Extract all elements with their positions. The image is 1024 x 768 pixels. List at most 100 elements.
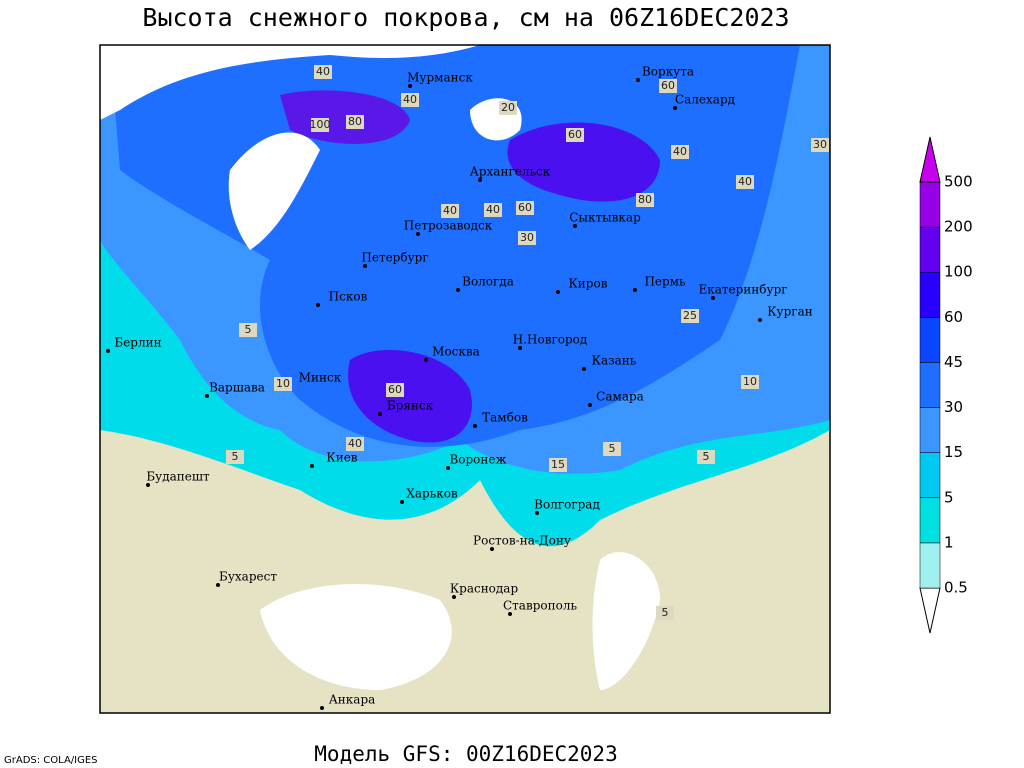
- city-label: Волгоград: [534, 498, 600, 512]
- legend-band: [919, 542, 941, 589]
- contour-label: 5: [609, 442, 616, 455]
- labels: Мурманск Воркута Салехард Архангельск Петроз…: [106, 65, 829, 710]
- city-label: Петрозаводск: [404, 219, 493, 233]
- city-label: Анкара: [329, 693, 376, 707]
- city-label: Псков: [329, 290, 368, 304]
- legend-triangle: [919, 587, 941, 634]
- city-label: Сыктывкар: [569, 211, 641, 225]
- contour-label: 40: [348, 437, 362, 450]
- contour-label: 40: [316, 65, 330, 78]
- city-dot: [490, 547, 494, 551]
- contour-label-box: [441, 204, 459, 218]
- legend-triangle: [919, 136, 941, 183]
- legend-level: 45: [944, 353, 963, 371]
- contour-label-box: [314, 65, 332, 79]
- city-dot: [758, 318, 762, 322]
- city-label: Екатеринбург: [698, 283, 787, 297]
- legend-band: [919, 317, 941, 363]
- contour-label: 60: [518, 201, 532, 214]
- city-label: Петербург: [361, 251, 428, 265]
- city-dot: [588, 403, 592, 407]
- contour-label-box: [346, 437, 364, 451]
- contour-label: 25: [683, 309, 697, 322]
- contour-label-box: [741, 375, 759, 389]
- city-label: Москва: [432, 345, 480, 359]
- city-label: Пермь: [644, 275, 686, 289]
- contour-label: 40: [486, 203, 500, 216]
- contour-label-box: [811, 138, 829, 152]
- contour-label: 5: [662, 606, 669, 619]
- contour-label-box: [386, 383, 404, 397]
- city-label: Тамбов: [482, 411, 528, 425]
- city-label: Ростов-на-Дону: [473, 534, 571, 548]
- map-frame: [99, 44, 831, 714]
- contour-label: 30: [520, 231, 534, 244]
- city-dot: [478, 178, 482, 182]
- contour-label-box: [549, 458, 567, 472]
- contour-label-box: [659, 79, 677, 93]
- contour-label-box: [697, 450, 715, 464]
- legend-level: 60: [944, 308, 963, 326]
- contour-label-box: [566, 128, 584, 142]
- contour-label-box: [274, 377, 292, 391]
- city-label: Варшава: [209, 381, 265, 395]
- contour-label: 5: [245, 323, 252, 336]
- city-dot: [673, 106, 677, 110]
- contour-label-box: [401, 93, 419, 107]
- contour-label-box: [311, 118, 329, 132]
- city-label: Бухарест: [219, 570, 277, 584]
- city-label: Архангельск: [470, 165, 551, 179]
- city-dot: [205, 394, 209, 398]
- contour-label-box: [681, 309, 699, 323]
- city-label: Ставрополь: [503, 599, 577, 613]
- contour-label: 20: [501, 101, 515, 114]
- city-dot: [320, 706, 324, 710]
- legend-band: [919, 226, 941, 273]
- city-dot: [424, 358, 428, 362]
- city-label: Харьков: [406, 487, 458, 501]
- legend-band: [919, 362, 941, 408]
- city-label: Киев: [326, 451, 357, 465]
- city-label: Вологда: [462, 275, 514, 289]
- city-label: Казань: [592, 354, 637, 368]
- city-dot: [582, 367, 586, 371]
- legend-band: [919, 407, 941, 453]
- contour-label-box: [603, 442, 621, 456]
- city-dot: [446, 466, 450, 470]
- snow-very-deep: [348, 350, 472, 443]
- ocean: [100, 45, 480, 120]
- contour-label-box: [239, 323, 257, 337]
- contour-label: 40: [673, 145, 687, 158]
- contour-label: 80: [638, 193, 652, 206]
- contour-label: 60: [661, 79, 675, 92]
- legend-band: [919, 497, 941, 544]
- city-dot: [573, 224, 577, 228]
- city-dot: [518, 346, 522, 350]
- footer: Модель GFS: 00Z16DEC2023: [314, 742, 617, 766]
- legend-level: 100: [944, 263, 973, 281]
- snow-very-deep: [507, 122, 660, 202]
- city-label: Брянск: [387, 399, 434, 413]
- city-label: Минск: [299, 371, 342, 385]
- caspian-sea: [592, 552, 660, 690]
- city-dot: [310, 464, 314, 468]
- contour-label-box: [656, 606, 674, 620]
- contour-label: 10: [743, 375, 757, 388]
- legend-band: [919, 271, 941, 318]
- black-sea: [260, 583, 452, 690]
- city-label: Воркута: [642, 65, 694, 79]
- contour-label-box: [484, 203, 502, 217]
- map-title: Высота снежного покрова, см на 06Z16DEC2…: [142, 3, 789, 32]
- contour-label-box: [636, 193, 654, 207]
- contour-label: 40: [443, 204, 457, 217]
- city-dot: [535, 511, 539, 515]
- contour-label-box: [516, 201, 534, 215]
- legend-level: 1: [944, 533, 954, 551]
- city-dot: [456, 288, 460, 292]
- city-label: Самара: [596, 390, 644, 404]
- city-dot: [473, 424, 477, 428]
- city-dot: [378, 412, 382, 416]
- contour-label-box: [226, 450, 244, 464]
- contour-label-box: [499, 101, 517, 115]
